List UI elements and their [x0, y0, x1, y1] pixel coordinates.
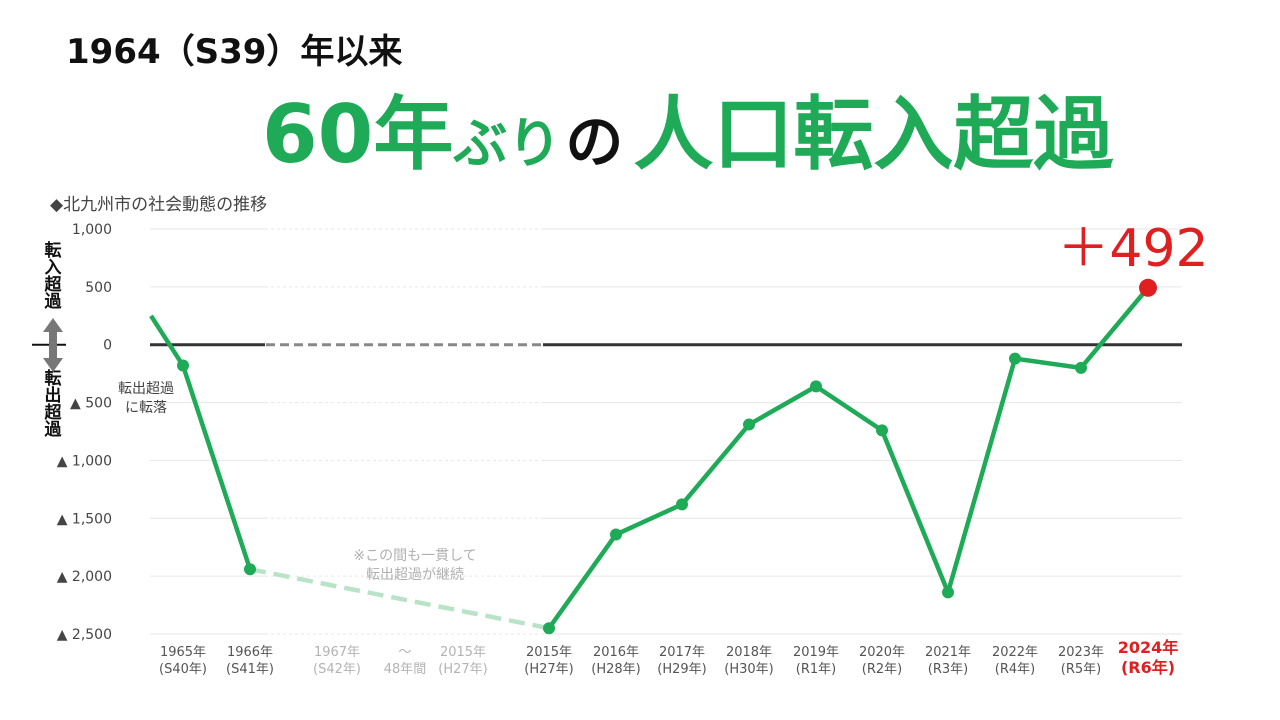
y-tick-label: 500	[85, 280, 112, 296]
x-tick-label: (S41年)	[226, 662, 274, 677]
x-tick-label-gap: (S42年)	[313, 662, 361, 677]
x-tick-label: 2016年	[593, 645, 639, 660]
y-axis-ticks: 1,000 500 0 ▲ 500 ▲ 1,000 ▲ 1,500 ▲ 2,000 ▲ 2,5…	[57, 222, 112, 643]
x-tick-label: (H29年)	[657, 662, 706, 677]
data-point	[676, 498, 688, 511]
data-point	[543, 622, 555, 635]
double-arrow-icon	[49, 330, 57, 360]
x-tick-label: 2023年	[1058, 645, 1104, 660]
x-tick-label: 2015年	[526, 645, 572, 660]
x-tick-label: 2017年	[659, 645, 705, 660]
series-layer	[149, 278, 1157, 635]
side-label-outflow-char: 転	[45, 368, 62, 389]
x-tick-label: (R2年)	[862, 662, 902, 677]
x-tick-label: (R4年)	[995, 662, 1035, 677]
data-point	[177, 359, 189, 372]
data-point-highlight	[1139, 278, 1157, 297]
x-tick-label: (R5年)	[1061, 662, 1101, 677]
title-years: 60年	[262, 88, 454, 181]
highlight-value-label: ＋492	[1057, 219, 1208, 279]
side-label-outflow-char: 出	[45, 385, 62, 406]
x-tick-label: (R1年)	[796, 662, 836, 677]
side-label-outflow-char: 過	[45, 420, 63, 440]
x-tick-label: 2024年	[1118, 638, 1179, 657]
x-axis-ticks: 1965年 (S40年) 1966年 (S41年) 2015年 (H27年) 2016年 (H…	[159, 638, 1178, 677]
x-tick-label: (H30年)	[724, 662, 773, 677]
series-line-recent	[547, 286, 1150, 630]
title-main: 人口転入超過	[633, 88, 1114, 181]
x-tick-label: (S40年)	[159, 662, 207, 677]
data-point	[876, 424, 888, 437]
x-tick-label: (H27年)	[524, 662, 573, 677]
x-tick-label: (R3年)	[928, 662, 968, 677]
y-tick-label: ▲ 2,500	[57, 627, 112, 643]
data-point	[1009, 352, 1021, 365]
subtitle: 1964（S39）年以来	[66, 32, 403, 72]
x-tick-label: 2022年	[992, 645, 1038, 660]
x-tick-label: 2021年	[925, 645, 971, 660]
x-tick-label-gap: (H27年)	[438, 662, 487, 677]
side-label-outflow-char: 超	[45, 402, 63, 423]
side-label-inflow-char: 過	[45, 292, 63, 312]
x-tick-label-gap: 〜	[398, 645, 411, 660]
y-tick-label: ▲ 2,000	[57, 569, 112, 585]
data-point	[743, 418, 755, 431]
y-tick-label: ▲ 500	[70, 396, 112, 412]
chart-caption: ◆北九州市の社会動態の推移	[50, 195, 268, 215]
series-line-gap	[249, 566, 550, 631]
side-label-inflow-char: 転	[45, 240, 62, 261]
series-line-early	[149, 314, 253, 570]
grid-layer	[150, 228, 1182, 635]
x-tick-label-gap: 1967年	[314, 645, 360, 660]
arrow-up-icon	[43, 318, 63, 332]
data-point	[942, 586, 954, 599]
side-label-inflow-char: 入	[45, 258, 62, 278]
data-point	[610, 528, 622, 541]
arrow-down-icon	[43, 358, 63, 372]
data-point	[244, 563, 256, 576]
title-no: の	[565, 108, 624, 176]
annotation-gap-note: ※この間も一貫して	[353, 548, 476, 564]
x-tick-label: 1965年	[160, 645, 206, 660]
annotation-turn-outflow: 転出超過	[118, 381, 174, 397]
x-tick-label-gap: 2015年	[440, 645, 486, 660]
x-tick-label: 2018年	[726, 645, 772, 660]
x-tick-label: (R6年)	[1121, 658, 1175, 677]
annotation-turn-outflow: に転落	[125, 400, 167, 416]
x-tick-label: 2019年	[793, 645, 839, 660]
page-title: 60年ぶりの 人口転入超過	[262, 70, 1113, 186]
y-tick-label: ▲ 1,500	[57, 511, 112, 527]
x-tick-label: (H28年)	[591, 662, 640, 677]
x-tick-label-gap: 48年間	[384, 662, 427, 677]
x-tick-label: 1966年	[227, 645, 273, 660]
data-point	[810, 380, 822, 393]
x-tick-label: 2020年	[859, 645, 905, 660]
side-label-inflow-char: 超	[45, 274, 63, 295]
y-tick-label: 0	[103, 338, 112, 354]
y-tick-label: ▲ 1,000	[57, 453, 112, 469]
annotation-gap-note: 転出超過が継続	[366, 566, 464, 583]
y-tick-label: 1,000	[72, 222, 112, 238]
data-point	[1075, 361, 1087, 374]
title-buri: ぶり	[453, 112, 562, 175]
